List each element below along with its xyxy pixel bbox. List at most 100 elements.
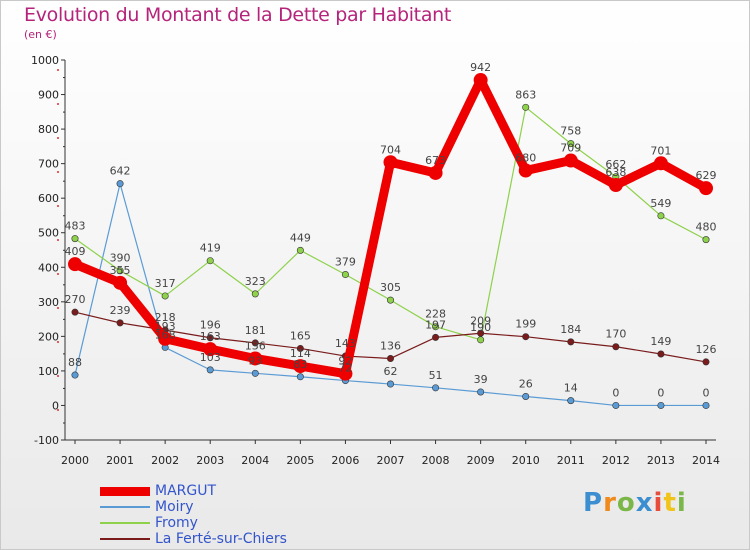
- data-label: 305: [380, 281, 401, 294]
- x-tick-label: 2011: [557, 454, 585, 467]
- data-point: [296, 246, 304, 254]
- data-label: 165: [290, 329, 311, 342]
- data-labels-layer: 409 355 193 163 136 114 92 704 673 942 680 709 638 70…: [65, 61, 717, 399]
- data-label: 51: [429, 369, 443, 382]
- data-label: 642: [110, 165, 131, 178]
- data-label: 197: [425, 318, 446, 331]
- data-label: 136: [380, 339, 401, 352]
- chart-subtitle: (en €): [24, 28, 57, 41]
- axis-marker-dot: [57, 375, 59, 377]
- x-tick-label: 2006: [331, 454, 359, 467]
- axis-marker-dot: [57, 137, 59, 139]
- legend-label: Moiry: [155, 499, 194, 515]
- data-label: 126: [696, 343, 717, 356]
- x-tick-label: 2013: [647, 454, 675, 467]
- data-point: [563, 153, 578, 168]
- axis-marker-dot: [57, 341, 59, 343]
- data-point: [251, 369, 259, 377]
- data-point: [338, 366, 353, 381]
- x-tick-label: 2001: [106, 454, 134, 467]
- data-point: [657, 401, 665, 409]
- legend-label: Fromy: [155, 515, 198, 531]
- data-label: 629: [696, 169, 717, 182]
- axis-marker-dot: [57, 171, 59, 173]
- data-label: 170: [605, 328, 626, 341]
- x-tick-label: 2009: [467, 454, 495, 467]
- data-point: [432, 333, 440, 341]
- axis-marker-dot: [57, 307, 59, 309]
- x-tick-label: 2002: [151, 454, 179, 467]
- data-label: 270: [65, 293, 86, 306]
- axis-marker-dot: [57, 273, 59, 275]
- data-point: [386, 380, 394, 388]
- data-point: [206, 366, 214, 374]
- data-label: 480: [696, 221, 717, 234]
- data-label: 88: [68, 356, 82, 369]
- data-point: [386, 296, 394, 304]
- data-label: 143: [335, 337, 356, 350]
- data-point: [68, 257, 82, 272]
- data-label: 62: [384, 365, 398, 378]
- data-point: [161, 292, 169, 300]
- data-label: 114: [290, 347, 311, 360]
- y-tick-label: 800: [38, 123, 59, 136]
- series-layer: [68, 73, 713, 409]
- data-label: 673: [425, 154, 446, 167]
- data-label: 0: [612, 386, 619, 399]
- data-point: [522, 333, 530, 341]
- data-label: 709: [560, 142, 581, 155]
- data-label: 199: [515, 318, 536, 331]
- legend-label: MARGUT: [155, 483, 217, 499]
- x-tick-label: 2010: [512, 454, 540, 467]
- data-point: [477, 336, 485, 344]
- x-tick-label: 2008: [422, 454, 450, 467]
- data-label: 390: [110, 252, 131, 265]
- data-label: 704: [380, 143, 401, 156]
- data-point: [116, 319, 124, 327]
- legend-swatch: [100, 506, 150, 508]
- data-point: [158, 331, 173, 346]
- legend-label: La Ferté-sur-Chiers: [155, 531, 287, 547]
- data-point: [657, 212, 665, 220]
- data-label: 72: [338, 362, 352, 375]
- data-label: 209: [470, 314, 491, 327]
- axis-marker-dot: [57, 69, 59, 71]
- data-label: 0: [657, 386, 664, 399]
- series-line: [74, 106, 707, 341]
- chart-title: Evolution du Montant de la Dette par Hab…: [24, 4, 452, 26]
- data-point: [71, 235, 79, 243]
- axis-marker-dot: [57, 205, 59, 207]
- data-label: 449: [290, 231, 311, 244]
- data-label: 14: [564, 382, 578, 395]
- data-point: [116, 180, 124, 188]
- data-label: 355: [110, 264, 131, 277]
- data-label: 149: [650, 335, 671, 348]
- data-label: 184: [560, 323, 581, 336]
- y-tick-label: 0: [52, 399, 59, 412]
- data-point: [206, 334, 214, 342]
- x-tick-label: 2004: [241, 454, 269, 467]
- y-tick-label: 100: [38, 365, 59, 378]
- data-label: 168: [155, 328, 176, 341]
- axis-marker-dot: [57, 103, 59, 105]
- data-point: [657, 350, 665, 358]
- data-point: [477, 388, 485, 396]
- proxiti-logo: Proxiti: [583, 488, 687, 518]
- data-label: 323: [245, 275, 266, 288]
- data-label: 181: [245, 324, 266, 337]
- y-tick-label: 500: [38, 227, 59, 240]
- data-label: 942: [470, 61, 491, 74]
- data-label: 379: [335, 256, 356, 269]
- series-2: [71, 103, 710, 344]
- x-tick-label: 2012: [602, 454, 630, 467]
- data-point: [248, 351, 263, 366]
- data-point: [612, 401, 620, 409]
- y-tick-label: 900: [38, 89, 59, 102]
- data-point: [567, 338, 575, 346]
- data-label: 662: [605, 158, 626, 171]
- data-label: 39: [474, 373, 488, 386]
- data-point: [567, 140, 575, 148]
- data-point: [116, 267, 124, 275]
- data-label: 228: [425, 308, 446, 321]
